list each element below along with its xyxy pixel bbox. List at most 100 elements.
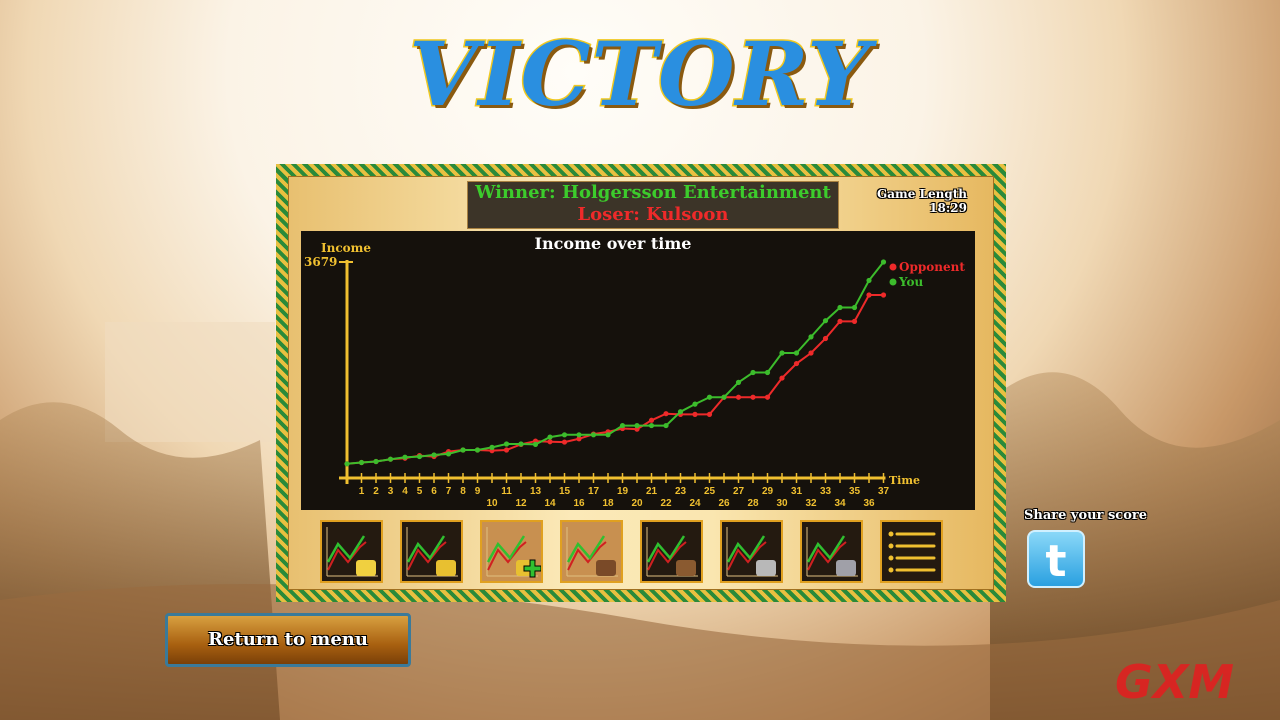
winner-text: Winner: Holgersson Entertainment bbox=[475, 182, 831, 203]
stat-tab-5[interactable] bbox=[640, 520, 703, 583]
data-point-opponent bbox=[764, 394, 771, 400]
legend-you: You bbox=[898, 275, 924, 289]
x-tick-label: 6 bbox=[431, 486, 437, 497]
x-tick-label: 1 bbox=[359, 486, 365, 497]
wood-chart-icon bbox=[646, 527, 698, 577]
gxm-logo: GXM bbox=[1115, 655, 1234, 709]
data-point-opponent bbox=[822, 335, 829, 342]
data-point-you bbox=[851, 304, 858, 311]
data-point-you bbox=[735, 379, 742, 385]
x-tick-label: 34 bbox=[834, 498, 846, 509]
data-point-you bbox=[721, 394, 727, 400]
data-point-you bbox=[880, 259, 887, 265]
data-point-opponent bbox=[648, 417, 655, 423]
data-point-you bbox=[518, 441, 524, 447]
data-point-you bbox=[663, 422, 669, 429]
x-tick-label: 25 bbox=[704, 486, 716, 497]
data-point-opponent bbox=[634, 426, 640, 432]
data-point-you bbox=[648, 422, 655, 429]
data-point-you bbox=[358, 459, 365, 466]
income-chart-icon bbox=[326, 527, 378, 577]
return-to-menu-button[interactable]: Return to menu bbox=[165, 613, 411, 667]
x-tick-label: 21 bbox=[646, 486, 658, 497]
stat-tab-4[interactable] bbox=[560, 520, 623, 583]
y-axis-label: Income bbox=[321, 241, 371, 255]
income-chart: Income over time Income 3679 Time Oppone… bbox=[301, 231, 975, 510]
data-point-opponent bbox=[866, 292, 872, 298]
data-point-you bbox=[677, 409, 684, 415]
data-point-opponent bbox=[837, 318, 843, 324]
data-point-opponent bbox=[750, 394, 756, 400]
x-tick-label: 22 bbox=[660, 498, 672, 509]
x-tick-label: 15 bbox=[559, 486, 571, 497]
y-tick-label: 3679 bbox=[304, 255, 337, 269]
stat-tab-8[interactable] bbox=[880, 520, 943, 583]
data-point-you bbox=[779, 350, 785, 356]
share-label: Share your score bbox=[1024, 508, 1147, 523]
legend-dot-you bbox=[889, 278, 897, 286]
data-point-you bbox=[764, 369, 771, 376]
twitter-icon: t bbox=[1045, 536, 1066, 587]
chart-title: Income over time bbox=[535, 234, 692, 253]
x-tick-label: 4 bbox=[402, 486, 408, 497]
data-point-you bbox=[808, 334, 814, 340]
data-point-opponent bbox=[576, 436, 582, 442]
victory-title: VICTORY bbox=[408, 21, 872, 128]
game-length-value: 18:29 bbox=[929, 201, 967, 215]
data-point-you bbox=[445, 451, 452, 457]
loser-text: Loser: Kulsoon bbox=[577, 204, 729, 225]
x-tick-label: 35 bbox=[849, 486, 861, 497]
stat-tab-1[interactable] bbox=[320, 520, 383, 583]
data-point-you bbox=[416, 453, 423, 460]
data-point-you bbox=[547, 434, 553, 440]
data-point-you bbox=[474, 447, 481, 453]
data-point-you bbox=[576, 432, 582, 438]
x-tick-label: 28 bbox=[747, 498, 759, 509]
iron-chart-icon bbox=[806, 527, 858, 577]
stat-tab-6[interactable] bbox=[720, 520, 783, 583]
x-tick-label: 27 bbox=[733, 486, 745, 497]
result-box: Winner: Holgersson Entertainment Loser: … bbox=[467, 181, 839, 229]
stat-tab-3[interactable] bbox=[480, 520, 543, 583]
x-tick-label: 10 bbox=[486, 498, 498, 509]
x-tick-label: 13 bbox=[530, 486, 542, 497]
data-point-you bbox=[373, 458, 379, 465]
stat-tab-2[interactable] bbox=[400, 520, 463, 583]
data-point-you bbox=[605, 432, 611, 438]
x-tick-label: 18 bbox=[602, 498, 614, 509]
data-point-you bbox=[402, 454, 408, 460]
data-point-opponent bbox=[735, 394, 742, 400]
data-point-you bbox=[634, 422, 640, 429]
game-length-label: Game Length bbox=[877, 187, 967, 201]
data-point-you bbox=[561, 432, 568, 438]
data-point-you bbox=[866, 277, 872, 284]
x-tick-label: 36 bbox=[863, 498, 875, 509]
data-point-you bbox=[619, 422, 626, 429]
x-tick-label: 14 bbox=[544, 498, 556, 509]
twitter-share-button[interactable]: t bbox=[1027, 530, 1085, 588]
data-point-you bbox=[387, 456, 394, 462]
series-line-opponent bbox=[346, 293, 884, 465]
gold-spent-chart-icon bbox=[566, 527, 618, 577]
x-tick-label: 30 bbox=[776, 498, 788, 509]
x-tick-label: 9 bbox=[475, 486, 481, 497]
data-point-you bbox=[750, 369, 756, 376]
data-point-you bbox=[503, 441, 510, 447]
x-tick-label: 3 bbox=[388, 486, 394, 497]
x-tick-label: 12 bbox=[515, 498, 527, 509]
chart-svg: Income over time Income 3679 Time Oppone… bbox=[304, 234, 965, 509]
data-point-opponent bbox=[561, 439, 568, 445]
data-point-opponent bbox=[851, 318, 858, 324]
data-point-opponent bbox=[808, 350, 814, 356]
stat-tab-7[interactable] bbox=[800, 520, 863, 583]
data-point-opponent bbox=[663, 411, 669, 417]
svg-text:t: t bbox=[1045, 536, 1066, 586]
x-tick-label: 11 bbox=[501, 486, 512, 497]
x-tick-label: 20 bbox=[631, 498, 643, 509]
legend: Opponent You bbox=[889, 260, 965, 289]
data-point-opponent bbox=[880, 292, 887, 298]
data-point-opponent bbox=[793, 360, 800, 367]
x-tick-label: 8 bbox=[460, 486, 466, 497]
gold-chart-icon bbox=[406, 527, 458, 577]
game-length: Game Length 18:29 bbox=[877, 187, 967, 215]
